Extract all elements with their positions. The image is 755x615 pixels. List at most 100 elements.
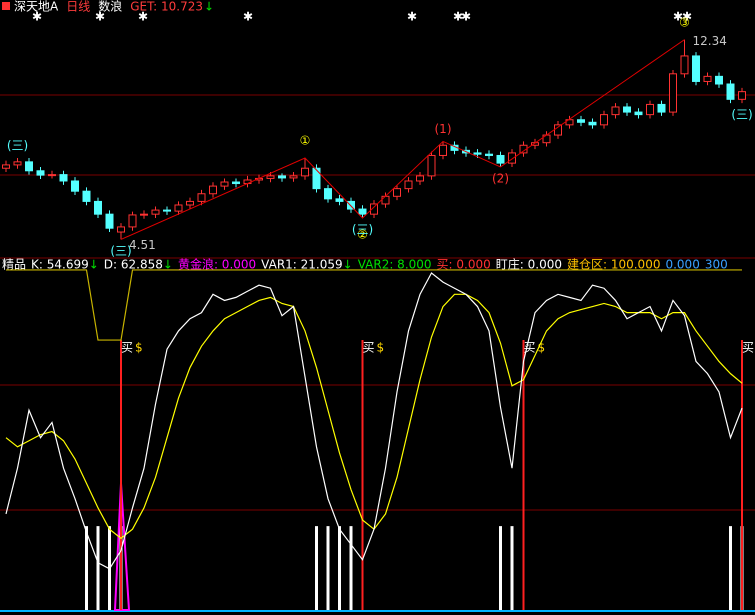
legend-item: 300 [705,258,728,272]
candle-body [508,152,516,164]
legend-arrow: ↓ [343,258,353,272]
buy-mark: $ [135,341,143,355]
candle-body [370,203,378,215]
candle-body [600,114,608,126]
candle-body [439,144,447,156]
legend-item: 建仓区: 100.000 [567,258,660,272]
candle-body [59,174,68,182]
candle-body [485,153,493,156]
annotation: (1) [435,122,452,136]
candle-body [738,91,746,100]
signal-bar [349,526,353,610]
signal-bar [499,526,502,610]
signal-bar [85,526,88,610]
annotation: 4.51 [129,238,156,252]
candle-body [197,193,206,202]
legend-item: D: 62.858 [104,258,163,272]
annotation: (2) [492,171,509,185]
legend-arrow: ↓ [89,258,99,272]
candle-body [588,121,597,126]
candle-body [358,208,367,215]
buy-mark: $ [538,341,546,355]
annotation: ② [357,227,368,241]
candle-body [48,174,56,177]
annotation: (三) [110,244,131,258]
annotation: (三) [731,108,752,122]
candle-body [209,185,217,195]
header-item: 日线 [66,0,90,14]
annotation: 12.34 [693,34,727,48]
candle-body [692,55,700,82]
candle-body [646,103,654,116]
header-item: 数浪 [98,0,122,14]
candle-body [82,190,91,202]
candle-body [105,213,114,229]
star: ✱ [682,10,692,24]
legend-item: VAR2: 8.000 [358,258,432,272]
candle-body [726,83,735,100]
star: ✱ [461,10,471,24]
candle-body [427,154,436,177]
indicator-line [5,272,743,570]
candle-body [301,167,309,177]
header-item: GET: 10.723 [130,0,203,14]
legend-item: VAR1: 21.059 [261,258,342,272]
candle-body [669,73,677,113]
legend-item: 黄金浪: 0.000 [178,257,256,272]
candle-body [266,175,275,179]
candle-body [611,106,620,116]
buy-label: 买 [121,341,133,355]
candle-body [151,209,160,215]
candle-body [25,161,33,172]
candle-body [703,75,712,82]
signal-bar [326,526,330,610]
candle-body [473,152,482,155]
candle-body [496,154,505,164]
header-item: 深天地A [14,0,59,14]
candle-body [542,134,551,144]
candle-body [174,204,183,212]
candle-body [36,170,45,176]
legend-item: 精品 [2,258,26,272]
star: ✱ [32,10,42,24]
candle-body [186,200,194,206]
candle-body [554,124,562,136]
candle-body [634,111,643,116]
candle-body [128,214,137,228]
candle-body [715,75,723,85]
buy-label: 买 [363,341,375,355]
signal-bar [338,526,341,610]
star-marks: ✱ ✱ ✱ ✱ ✱ ✱ ✱ ✱ ✱ [32,10,692,24]
candle-body [404,180,413,190]
annotation: ③ [679,15,690,29]
legend-arrow: ↓ [163,258,173,272]
candle-body [71,180,79,192]
candle-body [13,161,22,166]
candle-body [657,103,666,113]
wave-line [120,39,685,240]
buy-label: 买 [742,341,754,355]
candle-body [2,164,10,169]
candle-body [416,175,424,182]
candle-body [680,55,689,75]
signal-bar [96,526,100,610]
candle-body [140,213,148,216]
indicator-line [6,269,742,341]
candle-body [381,195,390,205]
annotation: ① [300,134,311,148]
candle-body [324,188,332,200]
candle-body [163,209,171,212]
legend-item: 盯庄: 0.000 [496,257,562,272]
candle-body [232,181,240,185]
star: ✱ [138,10,148,24]
star: ✱ [95,10,105,24]
candle-body [577,119,585,123]
app-icon [2,2,10,10]
candle-body [117,226,125,233]
annotation: (三) [7,139,28,153]
signal-bar [729,526,732,610]
signal-bar [510,526,514,610]
